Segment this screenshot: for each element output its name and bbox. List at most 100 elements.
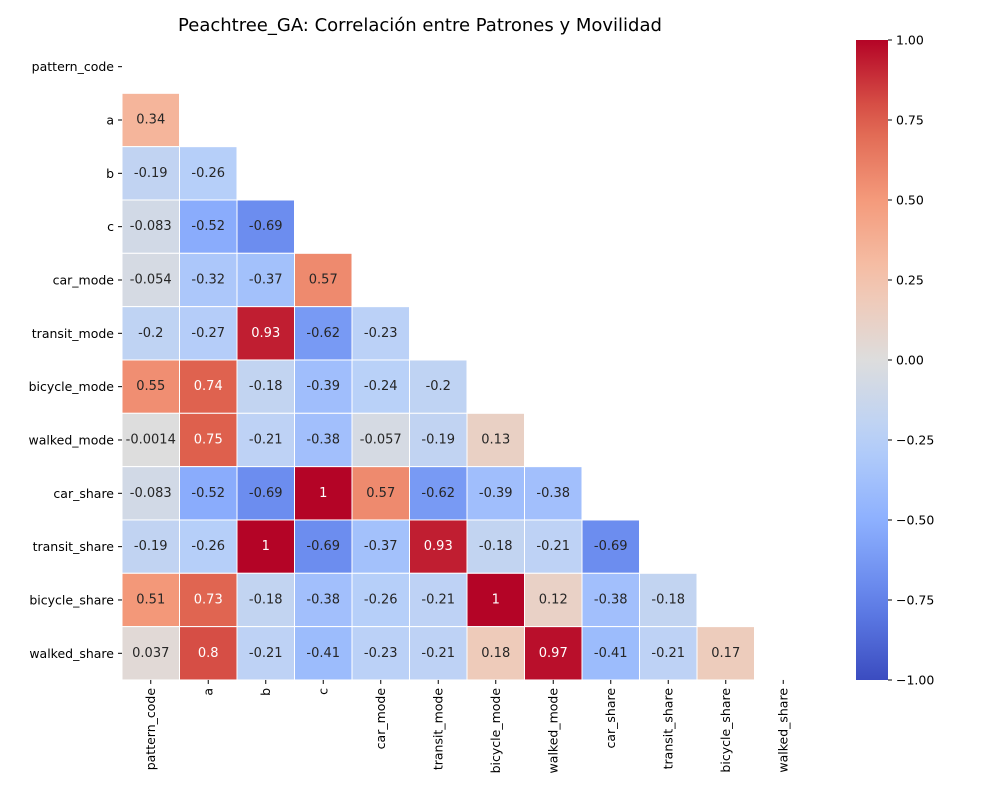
y-tick-label: bicycle_mode bbox=[29, 379, 115, 394]
x-tick-label: c bbox=[316, 688, 331, 695]
cell-value-label: -0.083 bbox=[130, 486, 172, 501]
x-tick-label: transit_mode bbox=[431, 688, 446, 771]
cell-value-label: -0.38 bbox=[306, 432, 340, 447]
heatmap-cell bbox=[639, 572, 698, 628]
cell-value-label: -0.19 bbox=[421, 432, 455, 447]
x-tick-label: car_share bbox=[603, 688, 618, 749]
y-tick-label: c bbox=[107, 219, 114, 234]
heatmap-cell bbox=[236, 519, 295, 574]
y-tick-label: car_share bbox=[53, 486, 114, 501]
cell-value-label: 0.17 bbox=[711, 646, 740, 661]
x-tick-label: transit_share bbox=[661, 688, 676, 770]
cell-value-label: -0.69 bbox=[594, 539, 628, 554]
heatmap-cell bbox=[236, 199, 295, 254]
chart-title: Peachtree_GA: Correlación entre Patrones… bbox=[178, 15, 662, 36]
heatmap-cell bbox=[179, 359, 238, 414]
cell-value-label: 0.93 bbox=[251, 326, 280, 341]
cell-value-label: -0.23 bbox=[364, 646, 398, 661]
colorbar-ticks: 1.00 0.75 0.50 0.25 0.00 −0.25 −0.50 −0.75 −1.00 bbox=[888, 33, 934, 688]
heatmap-cell bbox=[409, 359, 468, 414]
heatmap-cell bbox=[409, 626, 468, 681]
heatmap-cell bbox=[236, 359, 295, 414]
cell-value-label: 0.13 bbox=[481, 432, 510, 447]
x-tick-label: b bbox=[258, 688, 273, 696]
cell-value-label: -0.0014 bbox=[126, 432, 176, 447]
cell-value-label: -0.18 bbox=[479, 539, 513, 554]
cell-value-label: 0.75 bbox=[194, 432, 223, 447]
heatmap-cell bbox=[409, 519, 468, 574]
cell-value-label: -0.26 bbox=[191, 166, 225, 181]
y-tick-label: pattern_code bbox=[32, 59, 115, 74]
cell-value-label: -0.21 bbox=[249, 432, 283, 447]
heatmap-cell bbox=[294, 306, 353, 361]
cell-value-label: -0.2 bbox=[426, 379, 451, 394]
heatmap-cell bbox=[409, 412, 468, 468]
cell-value-label: -0.21 bbox=[421, 646, 455, 661]
cell-value-label: -0.69 bbox=[249, 486, 283, 501]
y-tick-label: car_mode bbox=[53, 272, 115, 287]
cell-value-label: 0.55 bbox=[136, 379, 165, 394]
heatmap-cell bbox=[294, 572, 353, 628]
cell-value-label: -0.23 bbox=[364, 326, 398, 341]
x-tick-label: walked_mode bbox=[546, 688, 561, 774]
colorbar-tick-label: −0.50 bbox=[896, 513, 934, 528]
cell-value-label: -0.69 bbox=[306, 539, 340, 554]
cell-value-label: 1 bbox=[492, 592, 500, 607]
heatmap-cell bbox=[179, 306, 238, 361]
heatmap-cell bbox=[409, 572, 468, 628]
cell-value-label: 0.93 bbox=[424, 539, 453, 554]
heatmap-cell bbox=[179, 412, 238, 468]
heatmap-cell bbox=[121, 626, 180, 681]
heatmap-cell bbox=[121, 412, 180, 468]
cell-value-label: -0.19 bbox=[134, 166, 168, 181]
cell-value-label: 0.8 bbox=[198, 646, 219, 661]
cell-value-label: -0.41 bbox=[306, 646, 340, 661]
cell-value-label: -0.054 bbox=[130, 272, 172, 287]
heatmap-cell bbox=[466, 412, 525, 468]
cell-value-label: -0.18 bbox=[249, 379, 283, 394]
cell-value-label: -0.18 bbox=[651, 592, 685, 607]
cell-value-label: -0.38 bbox=[594, 592, 628, 607]
cell-value-label: 0.34 bbox=[136, 112, 165, 127]
y-tick-label: walked_share bbox=[29, 646, 114, 661]
cell-value-label: -0.27 bbox=[191, 326, 225, 341]
colorbar: 1.00 0.75 0.50 0.25 0.00 −0.25 −0.50 −0.75 −1.00 bbox=[856, 33, 934, 688]
heatmap-cell bbox=[294, 412, 353, 468]
heatmap-cell bbox=[179, 572, 238, 628]
y-tick-label: transit_mode bbox=[32, 326, 115, 341]
heatmap-cell bbox=[581, 519, 640, 574]
heatmap-cell bbox=[121, 519, 180, 574]
cell-value-label: -0.18 bbox=[249, 592, 283, 607]
heatmap-cell bbox=[581, 626, 640, 681]
x-tick-label: pattern_code bbox=[143, 688, 158, 771]
cell-value-label: -0.26 bbox=[191, 539, 225, 554]
heatmap-cell bbox=[179, 252, 238, 308]
x-tick-label: a bbox=[201, 688, 216, 696]
heatmap-cell bbox=[294, 626, 353, 681]
cell-value-label: -0.52 bbox=[191, 219, 225, 234]
cell-value-label: 0.57 bbox=[309, 272, 338, 287]
colorbar-tick-label: 0.00 bbox=[896, 353, 924, 368]
heatmap-cell bbox=[524, 572, 583, 628]
cell-value-label: 0.73 bbox=[194, 592, 223, 607]
y-tick-label: bicycle_share bbox=[29, 592, 114, 607]
cell-value-label: -0.52 bbox=[191, 486, 225, 501]
colorbar-tick-label: 1.00 bbox=[896, 33, 924, 48]
heatmap-cell bbox=[466, 519, 525, 574]
cell-value-label: -0.21 bbox=[249, 646, 283, 661]
heatmap-cell bbox=[121, 92, 180, 148]
cell-value-label: -0.38 bbox=[536, 486, 570, 501]
heatmap-cell bbox=[121, 572, 180, 628]
cell-value-label: -0.37 bbox=[249, 272, 283, 287]
cell-value-label: 0.97 bbox=[539, 646, 568, 661]
cell-value-label: 1 bbox=[262, 539, 270, 554]
cell-value-label: -0.39 bbox=[306, 379, 340, 394]
heatmap-cell bbox=[581, 572, 640, 628]
cell-value-label: 0.57 bbox=[366, 486, 395, 501]
y-tick-label: transit_share bbox=[33, 539, 115, 554]
cell-value-label: -0.37 bbox=[364, 539, 398, 554]
cell-value-label: -0.69 bbox=[249, 219, 283, 234]
colorbar-tick-label: 0.25 bbox=[896, 273, 924, 288]
